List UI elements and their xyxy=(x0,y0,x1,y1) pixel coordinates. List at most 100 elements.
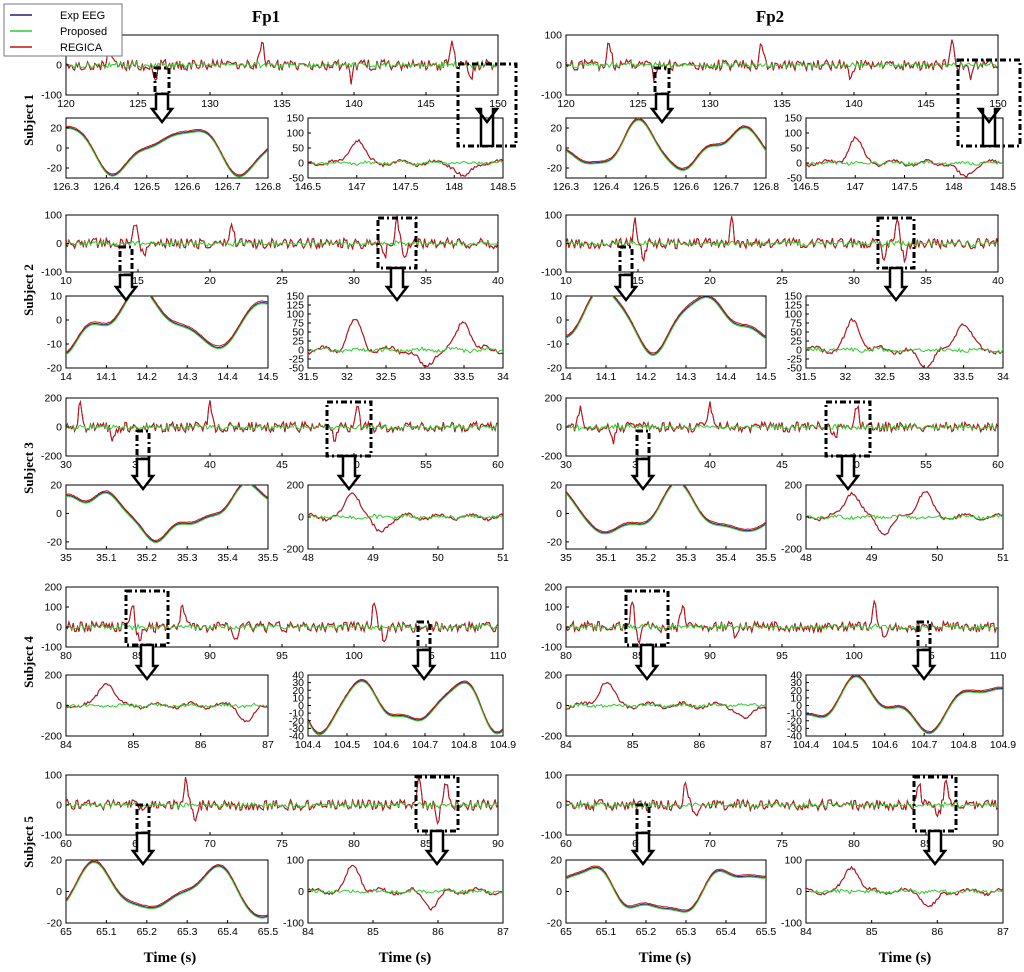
y-tick-label: 0 xyxy=(298,886,304,898)
series-line-regica xyxy=(66,296,268,353)
y-tick-label: -10 xyxy=(47,339,62,351)
y-tick-label: 10 xyxy=(790,692,802,704)
y-tick-label: 200 xyxy=(286,480,304,492)
y-tick-label: -200 xyxy=(41,731,62,743)
x-tick-label: 104.9 xyxy=(990,739,1016,751)
x-tick-label: 86 xyxy=(195,739,207,751)
series-lines xyxy=(806,490,1003,536)
series-line-regica xyxy=(566,485,766,533)
series-line-regica xyxy=(308,138,503,177)
x-tick-label: 104.6 xyxy=(373,739,399,751)
y-tick-label: -20 xyxy=(47,363,62,375)
series-line-proposed xyxy=(66,296,268,355)
series-line-regica xyxy=(566,681,766,719)
y-tick-label: -100 xyxy=(781,918,802,930)
y-tick-label: 0 xyxy=(56,60,62,72)
x-tick-label: 85 xyxy=(367,926,379,938)
y-tick-label: -100 xyxy=(41,267,62,279)
x-tick-label: 125 xyxy=(129,98,147,110)
y-tick-label: 50 xyxy=(292,327,304,339)
x-tick-label: 65.2 xyxy=(636,926,657,938)
x-tick-label: 14.5 xyxy=(756,371,777,383)
x-tick-label: 30 xyxy=(348,275,360,287)
y-tick-label: 200 xyxy=(784,480,802,492)
series-line-regica xyxy=(806,317,1003,368)
x-tick-label: 80 xyxy=(60,650,72,662)
y-tick-label: 30 xyxy=(790,677,802,689)
x-tick-label: 110 xyxy=(990,650,1007,662)
series-line-proposed xyxy=(566,485,766,535)
x-tick-label: 30 xyxy=(560,459,572,471)
x-tick-label: 65 xyxy=(560,926,572,938)
x-tick-label: 65.5 xyxy=(258,926,279,938)
x-tick-label: 32 xyxy=(341,371,353,383)
series-lines xyxy=(66,860,268,919)
x-tick-label: 65.4 xyxy=(217,926,238,938)
x-tick-label: 90 xyxy=(704,650,716,662)
y-tick-label: -50 xyxy=(787,363,802,375)
series-line-proposed xyxy=(66,622,498,632)
x-tick-label: 140 xyxy=(845,98,863,110)
y-tick-label: 125 xyxy=(784,300,802,312)
y-tick-label: 100 xyxy=(784,855,802,867)
series-lines xyxy=(308,138,503,177)
series-line-proposed xyxy=(566,296,766,356)
y-tick-label: -20 xyxy=(547,918,562,930)
y-tick-label: 20 xyxy=(550,480,562,492)
series-line-proposed xyxy=(308,887,503,895)
y-tick-label: -30 xyxy=(787,723,802,735)
y-tick-label: 20 xyxy=(790,685,802,697)
x-tick-label: 90 xyxy=(492,838,504,850)
zoom-arrow-icon xyxy=(336,454,362,492)
y-tick-label: 0 xyxy=(56,800,62,812)
series-lines xyxy=(566,401,998,445)
y-tick-label: -20 xyxy=(47,163,62,175)
x-tick-label: 80 xyxy=(348,838,360,850)
x-tick-label: 65.3 xyxy=(676,926,697,938)
x-tick-label: 130 xyxy=(201,98,219,110)
y-tick-label: -10 xyxy=(547,339,562,351)
x-tick-label: 32.5 xyxy=(875,371,896,383)
y-tick-label: 125 xyxy=(286,300,304,312)
x-tick-label: 50 xyxy=(931,552,943,564)
zoom-arrow-icon xyxy=(976,107,1002,148)
x-tick-label: 95 xyxy=(276,650,288,662)
y-tick-label: 0 xyxy=(556,700,562,712)
x-tick-label: 104.7 xyxy=(412,739,438,751)
x-tick-label: 75 xyxy=(776,838,788,850)
y-tick-label: 0 xyxy=(556,622,562,634)
x-tick-label: 70 xyxy=(704,838,716,850)
y-tick-label: -25 xyxy=(289,354,304,366)
x-tick-label: 90 xyxy=(204,650,216,662)
x-tick-label: 40 xyxy=(204,459,216,471)
panel-subject-3-fp1-zoom-artifact: 48 49 50 51 -200 0 200 xyxy=(283,480,509,565)
y-tick-label: 0 xyxy=(56,622,62,634)
panel-subject-1-fp2-overview: 120 125 130 135 140 145 150 -100 0 100 xyxy=(541,30,1007,111)
y-tick-label: -50 xyxy=(787,173,802,185)
panel-subject-4-fp2-zoom-clean: 104.4 104.5 104.6 104.7 104.8 104.9 -40-30-20-… xyxy=(787,670,1016,752)
x-tick-label: 86 xyxy=(931,926,943,938)
y-tick-label: -200 xyxy=(541,731,562,743)
x-tick-label: 87 xyxy=(997,926,1009,938)
panel-subject-1-fp1-zoom-clean: 126.3 126.4 126.5 126.6 126.7 126.8 -20 0 20 xyxy=(47,117,281,193)
series-lines xyxy=(308,678,503,736)
x-tick-label: 14.4 xyxy=(716,371,737,383)
x-tick-label: 120 xyxy=(557,98,575,110)
x-tick-label: 20 xyxy=(204,275,216,287)
x-axis-label-fp2-left: Time (s) xyxy=(639,950,692,966)
row-labels: Subject 1 Subject 2 Subject 3 Subject 4 … xyxy=(21,94,36,868)
zoom-arrow-icon xyxy=(134,643,160,682)
x-tick-label: 147 xyxy=(846,181,864,193)
x-tick-label: 10 xyxy=(560,275,572,287)
y-tick-label: -200 xyxy=(781,544,802,556)
y-tick-label: 75 xyxy=(790,318,802,330)
x-tick-label: 60 xyxy=(560,838,572,850)
x-tick-label: 130 xyxy=(701,98,719,110)
y-tick-label: 40 xyxy=(790,670,802,682)
x-tick-label: 87 xyxy=(497,926,509,938)
y-tick-label: -100 xyxy=(541,830,562,842)
x-tick-label: 49 xyxy=(866,552,878,564)
series-line-proposed xyxy=(566,119,766,171)
